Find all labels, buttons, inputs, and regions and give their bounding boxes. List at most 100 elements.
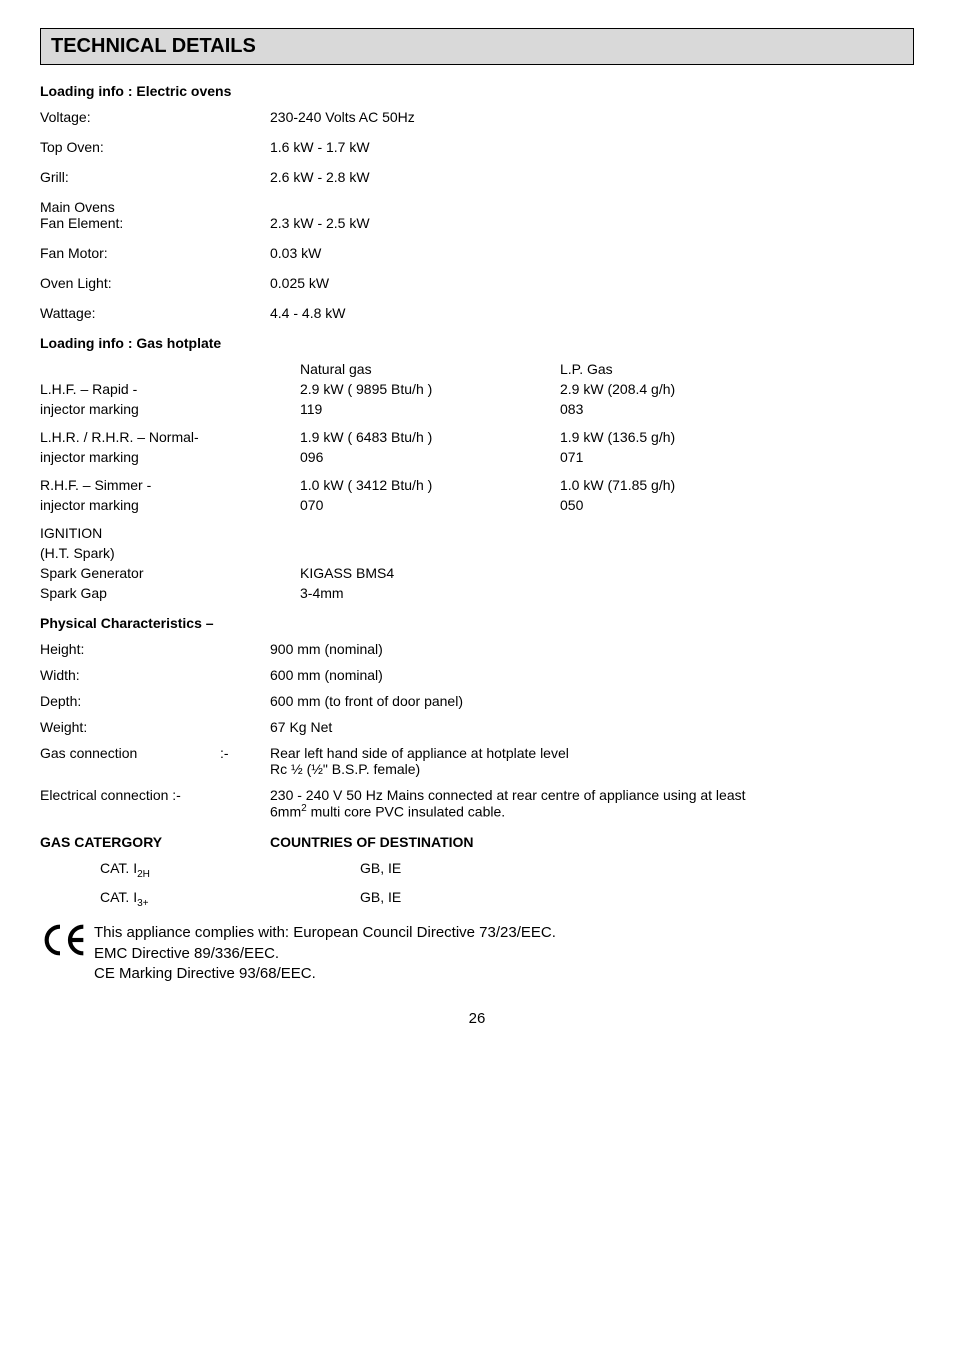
electrical-connection-label: Electrical connection :-: [40, 787, 270, 820]
ignition-sub-label: (H.T. Spark): [40, 545, 300, 561]
blank: [40, 361, 300, 377]
gas-connection-row: Gas connection :- Rear left hand side of…: [40, 745, 914, 777]
kv-row: Main Ovens: [40, 199, 914, 215]
gas-sub: injector marking: [40, 449, 300, 465]
electrical-connection-row: Electrical connection :- 230 - 240 V 50 …: [40, 787, 914, 820]
cat-row: CAT. I3+ GB, IE: [100, 889, 914, 909]
gas-name: L.H.R. / R.H.R. – Normal-: [40, 429, 300, 445]
cat-prefix: CAT. I: [100, 860, 137, 876]
ignition-label: IGNITION: [40, 525, 300, 541]
cat-country: GB, IE: [360, 860, 914, 880]
kv-value: [270, 199, 914, 215]
gas-sub: injector marking: [40, 497, 300, 513]
cat-country: GB, IE: [360, 889, 914, 909]
gas-c2: 1.9 kW ( 6483 Btu/h ): [300, 429, 560, 445]
page-number: 26: [40, 1010, 914, 1027]
gas-header-row: Natural gas L.P. Gas: [40, 361, 914, 377]
kv-row: Oven Light: 0.025 kW: [40, 275, 914, 291]
cat-row: CAT. I2H GB, IE: [100, 860, 914, 880]
ec-line2b: multi core PVC insulated cable.: [307, 804, 505, 820]
ce-line3: CE Marking Directive 93/68/EEC.: [94, 965, 316, 982]
phys-label: Depth:: [40, 693, 270, 709]
phys-label: Height:: [40, 641, 270, 657]
kv-label: Fan Element:: [40, 215, 270, 231]
cat-sub: 2H: [137, 868, 150, 879]
ce-block: This appliance complies with: European C…: [40, 923, 914, 984]
ignition-row-value: KIGASS BMS4: [300, 565, 560, 581]
gas-block-row: injector marking 119 083: [40, 401, 914, 417]
gc-line1: Rear left hand side of appliance at hotp…: [270, 745, 569, 761]
gas-c2: 1.0 kW ( 3412 Btu/h ): [300, 477, 560, 493]
kv-label: Grill:: [40, 169, 270, 185]
gas-c2: 096: [300, 449, 560, 465]
cat-label: CAT. I2H: [100, 860, 360, 880]
phys-value: 900 mm (nominal): [270, 641, 914, 657]
gas-connection-value: Rear left hand side of appliance at hotp…: [270, 745, 914, 777]
electrical-connection-value: 230 - 240 V 50 Hz Mains connected at rea…: [270, 787, 914, 820]
gas-block-row: L.H.F. – Rapid - 2.9 kW ( 9895 Btu/h ) 2…: [40, 381, 914, 397]
phys-label: Weight:: [40, 719, 270, 735]
kv-value: 1.6 kW - 1.7 kW: [270, 139, 914, 155]
kv-label: Fan Motor:: [40, 245, 270, 261]
kv-value: 2.3 kW - 2.5 kW: [270, 215, 914, 231]
gas-c3: 2.9 kW (208.4 g/h): [560, 381, 914, 397]
kv-value: 0.03 kW: [270, 245, 914, 261]
kv-row: Fan Element: 2.3 kW - 2.5 kW: [40, 215, 914, 231]
phys-label: Width:: [40, 667, 270, 683]
destination-header: GAS CATERGORY COUNTRIES OF DESTINATION: [40, 834, 914, 850]
ignition-sub: (H.T. Spark): [40, 545, 914, 561]
kv-label: Oven Light:: [40, 275, 270, 291]
ignition-heading: IGNITION: [40, 525, 914, 541]
kv-row: Wattage: 4.4 - 4.8 kW: [40, 305, 914, 321]
page-title: TECHNICAL DETAILS: [51, 35, 903, 58]
gas-heading: Loading info : Gas hotplate: [40, 335, 914, 351]
phys-row: Height: 900 mm (nominal): [40, 641, 914, 657]
ce-line2: EMC Directive 89/336/EEC.: [94, 945, 279, 962]
gas-c3: 083: [560, 401, 914, 417]
ec-line1: 230 - 240 V 50 Hz Mains connected at rea…: [270, 787, 746, 803]
kv-label: Top Oven:: [40, 139, 270, 155]
kv-value: 230-240 Volts AC 50Hz: [270, 109, 914, 125]
kv-value: 2.6 kW - 2.8 kW: [270, 169, 914, 185]
ignition-row-value: 3-4mm: [300, 585, 560, 601]
electric-heading: Loading info : Electric ovens: [40, 83, 914, 99]
gas-c3: 1.0 kW (71.85 g/h): [560, 477, 914, 493]
gas-c3: 071: [560, 449, 914, 465]
kv-value: 4.4 - 4.8 kW: [270, 305, 914, 321]
destination-value: COUNTRIES OF DESTINATION: [270, 834, 914, 850]
kv-row: Fan Motor: 0.03 kW: [40, 245, 914, 261]
ignition-row: Spark Generator KIGASS BMS4: [40, 565, 914, 581]
title-box: TECHNICAL DETAILS: [40, 28, 914, 65]
phys-row: Width: 600 mm (nominal): [40, 667, 914, 683]
gas-c2: 070: [300, 497, 560, 513]
kv-value: 0.025 kW: [270, 275, 914, 291]
gas-c2: 2.9 kW ( 9895 Btu/h ): [300, 381, 560, 397]
gas-connection-label: Gas connection: [40, 745, 220, 777]
ignition-row: Spark Gap 3-4mm: [40, 585, 914, 601]
kv-label: Wattage:: [40, 305, 270, 321]
gas-c2: 119: [300, 401, 560, 417]
ignition-row-label: Spark Generator: [40, 565, 300, 581]
gas-col2-header: Natural gas: [300, 361, 560, 377]
ce-line1: This appliance complies with: European C…: [94, 924, 556, 941]
gas-block-row: injector marking 096 071: [40, 449, 914, 465]
phys-row: Weight: 67 Kg Net: [40, 719, 914, 735]
kv-row: Voltage: 230-240 Volts AC 50Hz: [40, 109, 914, 125]
gas-col3-header: L.P. Gas: [560, 361, 914, 377]
ce-mark-icon: [40, 923, 94, 960]
gas-connection-sep: :-: [220, 745, 270, 777]
kv-row: Grill: 2.6 kW - 2.8 kW: [40, 169, 914, 185]
phys-row: Depth: 600 mm (to front of door panel): [40, 693, 914, 709]
cat-prefix: CAT. I: [100, 889, 137, 905]
phys-value: 67 Kg Net: [270, 719, 914, 735]
gas-name: L.H.F. – Rapid -: [40, 381, 300, 397]
gas-block-row: L.H.R. / R.H.R. – Normal- 1.9 kW ( 6483 …: [40, 429, 914, 445]
gas-block-row: R.H.F. – Simmer - 1.0 kW ( 3412 Btu/h ) …: [40, 477, 914, 493]
phys-value: 600 mm (nominal): [270, 667, 914, 683]
electric-rows: Voltage: 230-240 Volts AC 50Hz Top Oven:…: [40, 109, 914, 321]
gas-c3: 050: [560, 497, 914, 513]
cat-sub: 3+: [137, 898, 149, 909]
ignition-row-label: Spark Gap: [40, 585, 300, 601]
kv-label: Main Ovens: [40, 199, 270, 215]
gas-name: R.H.F. – Simmer -: [40, 477, 300, 493]
